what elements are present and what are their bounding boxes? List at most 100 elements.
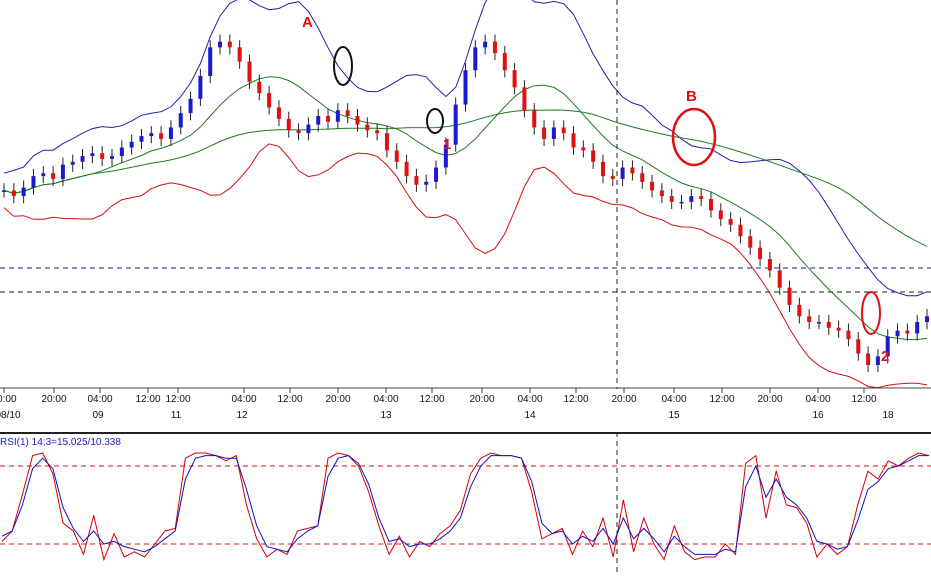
candle-body — [581, 147, 586, 151]
annotation-label: B — [686, 88, 697, 105]
candle-body — [198, 75, 203, 99]
axis-time-label: 20:00 — [41, 394, 66, 405]
axis-date-label: 09 — [92, 410, 104, 421]
candle-body — [610, 176, 615, 179]
candle-body — [708, 199, 713, 211]
axis-date-label: 16 — [812, 410, 824, 421]
candle-body — [767, 259, 772, 271]
candle-body — [129, 141, 134, 148]
candle-body — [237, 47, 242, 62]
axis-background — [0, 389, 931, 434]
rsi-title: RSI(1) 14;3=15.025/10.338 — [0, 437, 121, 448]
rsi-signal-line — [1, 455, 929, 555]
candle-body — [384, 133, 389, 151]
annotation-label: 1 — [443, 136, 451, 153]
bollinger-lower-line — [3, 143, 928, 389]
candle-body — [100, 153, 105, 159]
candle-body — [679, 201, 684, 204]
candle-body — [728, 219, 733, 225]
long-moving-average-line — [3, 109, 928, 247]
candle-body — [453, 104, 458, 145]
candle-body — [424, 181, 429, 185]
candle-body — [777, 270, 782, 288]
axis-time-label: 04:00 — [517, 394, 542, 405]
candle-body — [718, 210, 723, 220]
candle-body — [11, 190, 16, 197]
candle-body — [178, 113, 183, 128]
candle-body — [188, 98, 193, 114]
candle-body — [650, 181, 655, 191]
candle-body — [600, 161, 605, 177]
axis-time-label: 04:00 — [661, 394, 686, 405]
candle-body — [885, 336, 890, 357]
candle-body — [51, 173, 56, 179]
candle-body — [630, 167, 635, 174]
axis-date-label: 08/10 — [0, 410, 21, 421]
candle-body — [31, 176, 36, 188]
axis-date-label: 11 — [171, 410, 182, 421]
candle-body — [41, 173, 46, 177]
axis-date-label: 14 — [524, 410, 536, 421]
candle-body — [70, 161, 75, 165]
candle-body — [218, 41, 223, 48]
time-axis: 00:00 20:00 04:00 12:00 12:00 04:00 12:00 20:00… — [0, 387, 931, 434]
candle-body — [522, 87, 527, 111]
axis-date-label: 12 — [236, 410, 248, 421]
candle-body — [905, 330, 910, 334]
candle-body — [208, 47, 213, 76]
candle-body — [826, 322, 831, 328]
candle-body — [443, 144, 448, 168]
candle-body — [640, 173, 645, 182]
candle-body — [286, 118, 291, 131]
annotation-ellipse — [333, 46, 353, 86]
axis-time-label: 04:00 — [87, 394, 112, 405]
candle-body — [807, 316, 812, 323]
axis-time-label: 20:00 — [757, 394, 782, 405]
axis-time-label: 20:00 — [611, 394, 636, 405]
candle-body — [365, 124, 370, 131]
candle-body — [139, 136, 144, 142]
axis-date-label: 15 — [668, 410, 680, 421]
candle-body — [267, 93, 272, 108]
candle-body — [306, 124, 311, 134]
annotation-ellipse — [426, 108, 444, 134]
axis-time-label: 00:00 — [0, 394, 17, 405]
candle-body — [227, 41, 232, 48]
candle-body — [149, 133, 154, 137]
candle-body — [90, 153, 95, 157]
candle-body — [159, 133, 164, 139]
axis-time-label: 12:00 — [135, 394, 160, 405]
candle-body — [846, 330, 851, 340]
axis-time-label: 04:00 — [805, 394, 830, 405]
candle-body — [110, 156, 115, 159]
axis-time-label: 04:00 — [231, 394, 256, 405]
rsi-fast-line — [1, 452, 930, 562]
candle-body — [483, 41, 488, 48]
candle-body — [620, 167, 625, 179]
candle-body — [758, 247, 763, 260]
annotation-ellipse — [671, 107, 717, 167]
candle-body — [571, 133, 576, 148]
candle-body — [689, 196, 694, 202]
axis-time-label: 04:00 — [373, 394, 398, 405]
axis-time-label: 20:00 — [325, 394, 350, 405]
candle-body — [502, 53, 507, 71]
candle-body — [492, 41, 497, 54]
candle-body — [895, 330, 900, 337]
candle-body — [394, 150, 399, 162]
axis-time-label: 12:00 — [165, 394, 190, 405]
candle-body — [512, 70, 517, 88]
annotation-ellipse — [861, 291, 881, 335]
candle-body — [355, 116, 360, 125]
candle-body — [247, 61, 252, 82]
candle-body — [748, 236, 753, 248]
candle-body — [738, 224, 743, 237]
candle-body — [856, 339, 861, 354]
candle-body — [699, 196, 704, 199]
bollinger-middle-line — [3, 76, 928, 340]
rsi-panel: RSI(1) 14;3=15.025/10.338 — [0, 437, 931, 562]
candle-body — [80, 156, 85, 162]
candle-body — [2, 190, 6, 192]
candle-body — [591, 150, 596, 162]
